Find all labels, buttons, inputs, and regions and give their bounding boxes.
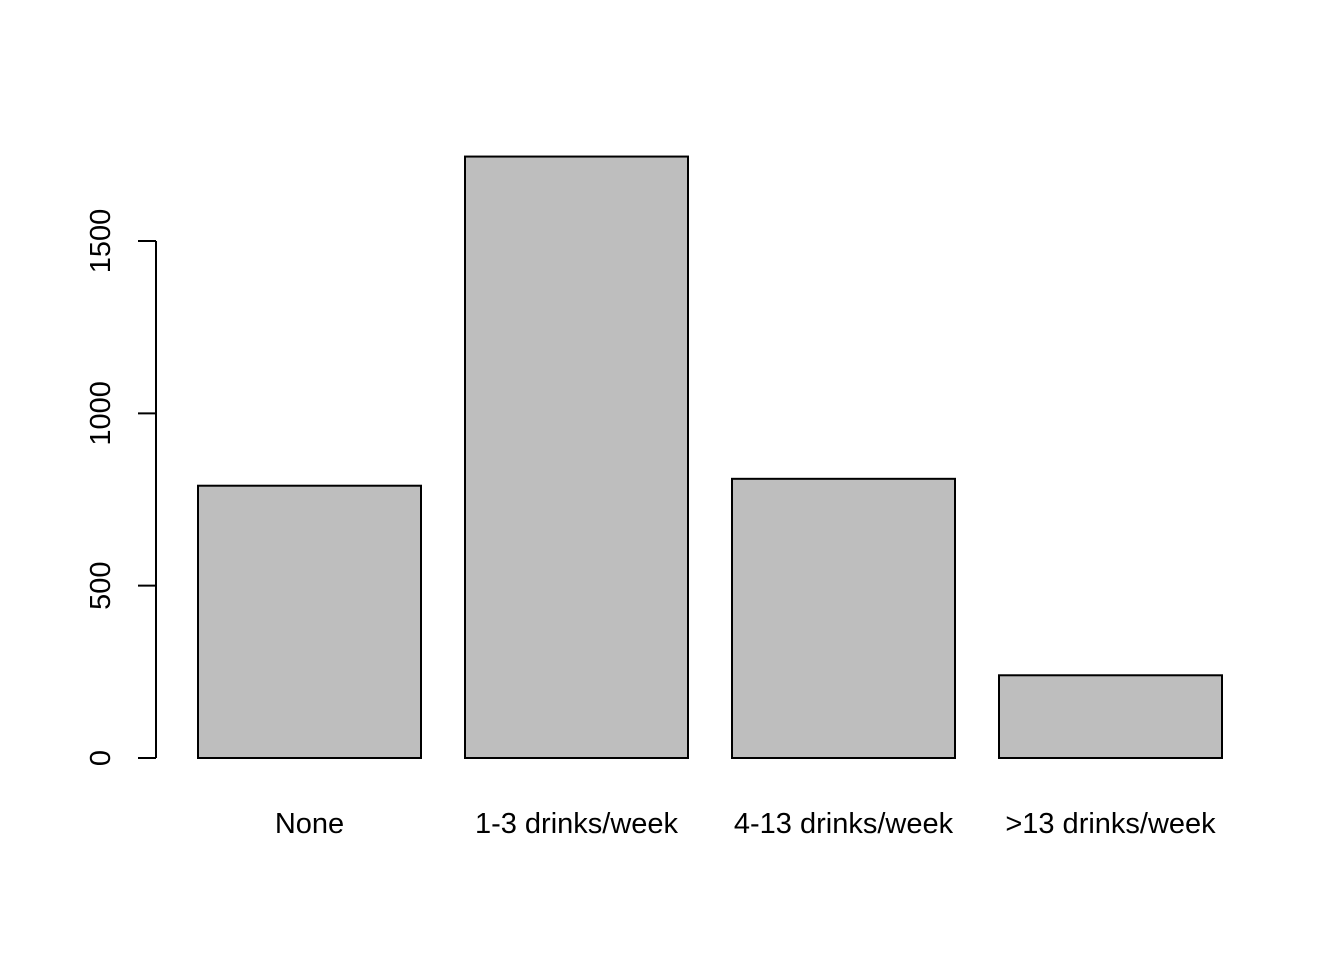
y-tick-label: 500: [85, 561, 117, 609]
y-tick-label: 1500: [85, 209, 117, 274]
bar-3: [998, 674, 1223, 760]
x-category-label: 1-3 drinks/week: [475, 808, 679, 840]
bar-0: [197, 484, 422, 759]
x-category-label: None: [275, 808, 344, 840]
bar-1: [464, 155, 689, 760]
y-tick-label: 0: [85, 750, 117, 766]
bars: [197, 155, 1223, 760]
y-tick-label: 1000: [85, 381, 117, 446]
x-axis-labels: None 1-3 drinks/week 4-13 drinks/week >13 d…: [275, 808, 1216, 840]
x-category-label: >13 drinks/week: [1005, 808, 1216, 840]
x-category-label: 4-13 drinks/week: [734, 808, 954, 840]
bar-2: [731, 477, 956, 759]
y-axis: 0 500 1000 1500: [85, 209, 157, 766]
